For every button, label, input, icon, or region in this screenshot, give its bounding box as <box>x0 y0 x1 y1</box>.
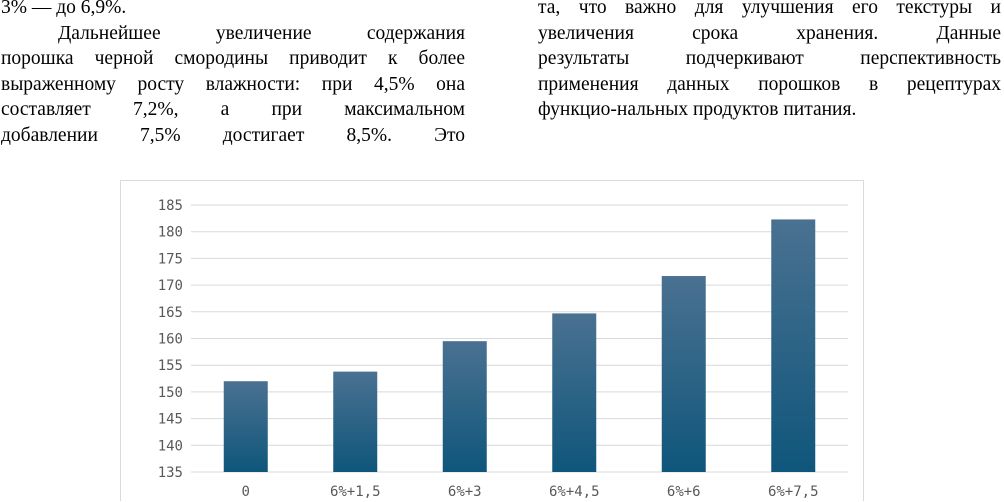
y-tick-label: 135 <box>158 465 183 481</box>
bar <box>771 219 816 472</box>
x-tick-label: 6%+3 <box>448 484 482 500</box>
paragraph-line: Дальнейшее увеличение содержания <box>58 22 465 44</box>
y-tick-label: 180 <box>158 225 183 241</box>
bar <box>661 276 706 472</box>
paragraph-line: 3% — до 6,9%. <box>1 0 127 18</box>
x-tick-label: 6%+1,5 <box>330 484 381 500</box>
paragraph-line: функцио-нальных продуктов питания. <box>538 99 857 120</box>
paragraph-line: применения данных порошков в рецептурах <box>538 73 1001 95</box>
bar <box>442 341 487 472</box>
text-column-left: 3% — до 6,9%. Дальнейшее увеличение соде… <box>1 0 465 148</box>
bar <box>223 381 268 472</box>
y-tick-label: 145 <box>158 412 183 428</box>
bar-chart-canvas: 135 140 145 150 155 160 165 170 175 180 185 0 6%+1,… <box>158 198 848 500</box>
bar <box>333 371 378 472</box>
paragraph-line: составляет 7,2%, а при максимальном <box>1 99 465 120</box>
y-tick-label: 160 <box>158 332 183 348</box>
paragraph-line: выраженному росту влажности: при 4,5% он… <box>1 73 465 95</box>
y-tick-label: 150 <box>158 385 183 401</box>
gridlines <box>191 204 848 473</box>
x-tick-label: 6%+7,5 <box>768 484 819 500</box>
y-tick-label: 170 <box>158 278 183 294</box>
x-tick-label: 0 <box>242 484 250 500</box>
bar <box>552 313 597 472</box>
y-tick-label: 185 <box>158 198 183 214</box>
y-tick-label: 165 <box>158 305 183 321</box>
bar-chart: 135 140 145 150 155 160 165 170 175 180 185 0 6%+1,… <box>120 180 864 501</box>
paragraph-line: та, что важно для улучшения его текстуры… <box>538 0 1001 18</box>
paragraph-line: добавлении 7,5% достигает 8,5%. Это <box>1 124 465 146</box>
x-tick-label: 6%+6 <box>667 484 701 500</box>
paragraph-line: порошка черной смородины приводит к боле… <box>1 48 465 69</box>
x-tick-label: 6%+4,5 <box>549 484 600 500</box>
y-axis-ticks: 135 140 145 150 155 160 165 170 175 180 185 <box>158 198 183 481</box>
x-axis-ticks: 0 6%+1,5 6%+3 6%+4,5 6%+6 6%+7,5 <box>242 484 819 500</box>
y-tick-label: 175 <box>158 251 183 267</box>
paragraph-line: увеличения срока хранения. Данные <box>538 22 1001 44</box>
bars <box>223 219 816 472</box>
y-tick-label: 140 <box>158 438 183 454</box>
text-column-right: та, что важно для улучшения его текстуры… <box>538 0 1001 123</box>
paragraph-line: результаты подчеркивают перспективность <box>538 48 1001 69</box>
y-tick-label: 155 <box>158 358 183 374</box>
